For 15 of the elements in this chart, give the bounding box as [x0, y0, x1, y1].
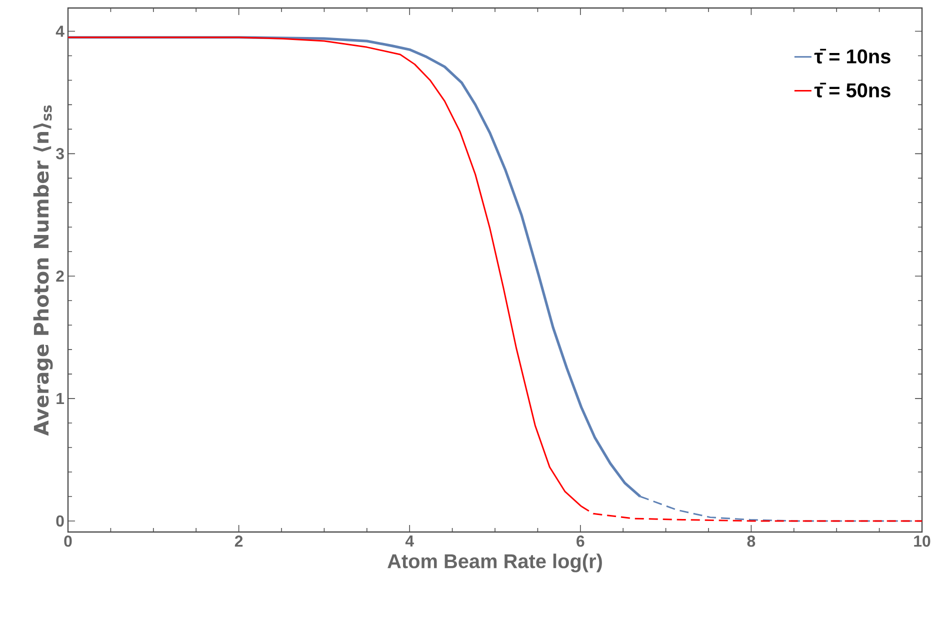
x-tick-label: 10	[914, 536, 930, 547]
x-tick-label: 2	[234, 536, 243, 547]
legend-label: τ̄ = 50ns	[814, 82, 890, 98]
y-axis-title: Average Photon Number ⟨n⟩$_{ss}$	[33, 105, 53, 436]
x-tick-label: 6	[576, 536, 584, 547]
y-tick-label: 1	[56, 393, 64, 404]
x-tick-label: 0	[64, 536, 72, 547]
x-axis-title: Atom Beam Rate log(r)	[388, 554, 602, 572]
y-tick-label: 2	[56, 270, 64, 282]
x-tick-label: 8	[747, 536, 756, 547]
y-tick-label: 4	[56, 26, 64, 37]
legend-label: τ̄ = 10ns	[814, 48, 890, 64]
y-tick-label: 3	[56, 148, 64, 160]
y-tick-label: 0	[56, 515, 64, 527]
x-tick-label: 4	[405, 536, 414, 546]
